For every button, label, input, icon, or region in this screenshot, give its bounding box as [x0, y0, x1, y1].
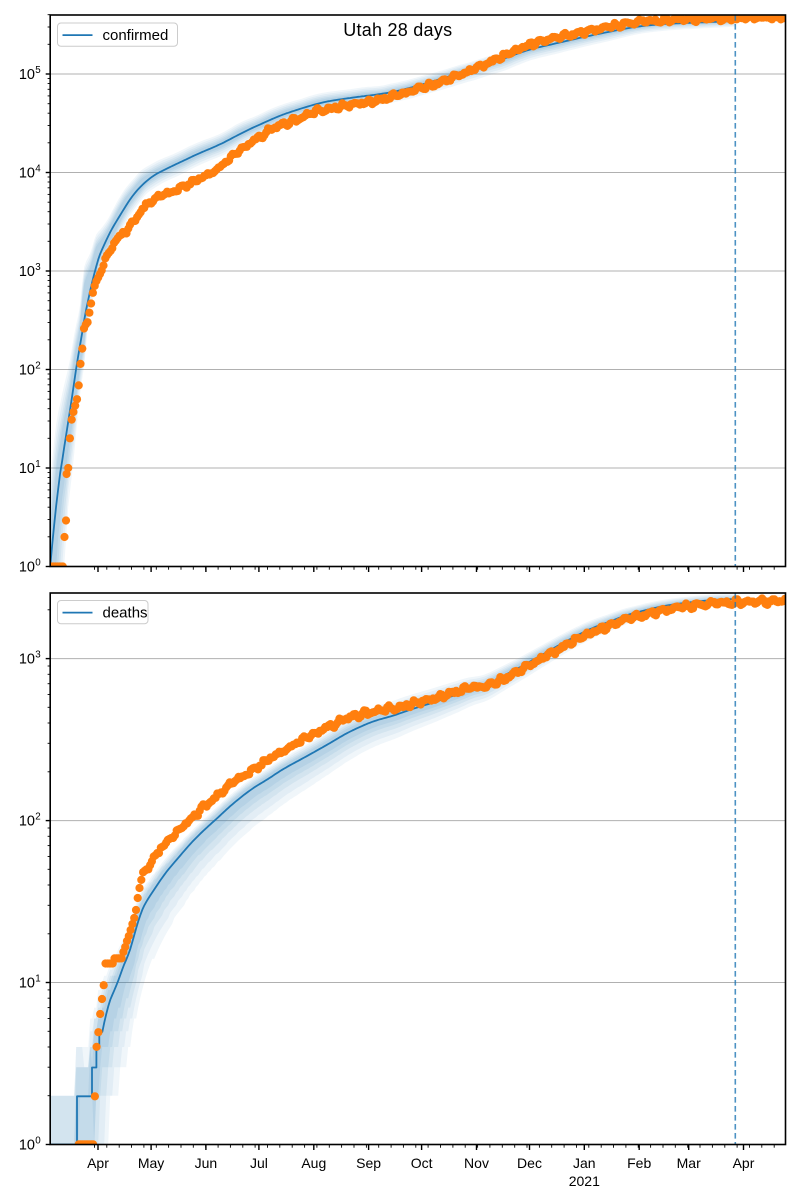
- svg-text:Jan: Jan: [573, 1155, 596, 1171]
- svg-text:10: 10: [19, 814, 35, 830]
- svg-text:deaths: deaths: [103, 605, 148, 622]
- svg-text:1: 1: [35, 974, 40, 985]
- svg-text:Feb: Feb: [627, 1155, 651, 1171]
- svg-text:Nov: Nov: [464, 1155, 489, 1171]
- svg-text:10: 10: [19, 1138, 35, 1154]
- svg-text:10: 10: [19, 461, 35, 477]
- svg-text:Sep: Sep: [356, 1155, 381, 1171]
- svg-text:10: 10: [19, 67, 35, 83]
- svg-text:1: 1: [35, 459, 40, 470]
- svg-text:10: 10: [19, 652, 35, 668]
- svg-text:10: 10: [19, 166, 35, 182]
- svg-text:confirmed: confirmed: [103, 27, 169, 44]
- svg-text:10: 10: [19, 363, 35, 379]
- svg-text:Utah 28 days: Utah 28 days: [343, 20, 452, 40]
- svg-text:Jun: Jun: [195, 1155, 218, 1171]
- svg-text:10: 10: [19, 264, 35, 280]
- svg-text:4: 4: [35, 164, 41, 175]
- svg-text:Dec: Dec: [517, 1155, 542, 1171]
- svg-text:May: May: [138, 1155, 164, 1171]
- svg-text:0: 0: [35, 558, 41, 569]
- svg-text:10: 10: [19, 560, 35, 576]
- svg-text:0: 0: [35, 1136, 41, 1147]
- svg-text:2: 2: [35, 361, 40, 372]
- svg-text:Aug: Aug: [301, 1155, 326, 1171]
- svg-text:10: 10: [19, 976, 35, 992]
- svg-text:2021: 2021: [569, 1173, 600, 1189]
- svg-text:Jul: Jul: [250, 1155, 268, 1171]
- svg-text:5: 5: [35, 65, 41, 76]
- svg-text:3: 3: [35, 262, 41, 273]
- svg-text:2: 2: [35, 812, 40, 823]
- svg-text:Apr: Apr: [733, 1155, 755, 1171]
- svg-text:Oct: Oct: [411, 1155, 433, 1171]
- svg-text:3: 3: [35, 650, 41, 661]
- svg-text:Mar: Mar: [677, 1155, 701, 1171]
- svg-text:Apr: Apr: [87, 1155, 109, 1171]
